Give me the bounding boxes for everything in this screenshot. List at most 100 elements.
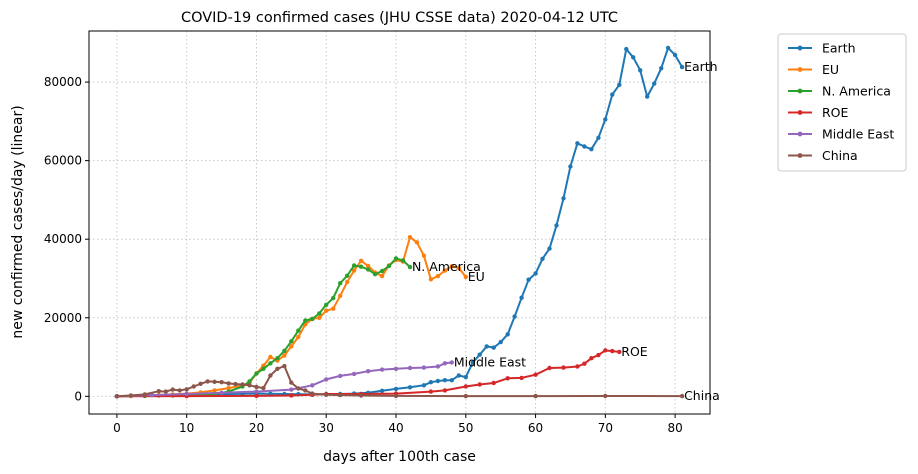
data-point-eu: [456, 265, 461, 271]
data-point-middle-east: [421, 365, 427, 370]
data-point-earth: [435, 378, 441, 384]
data-point-eu: [414, 240, 420, 245]
data-point-china: [212, 379, 217, 384]
data-point-earth: [652, 81, 657, 86]
data-point-earth: [456, 373, 461, 378]
data-point-middle-east: [351, 371, 357, 377]
x-tick-label: 80: [667, 421, 682, 435]
data-point-earth: [498, 339, 503, 345]
data-point-roe: [547, 365, 552, 371]
x-tick-label: 70: [598, 421, 613, 435]
data-point-earth: [470, 360, 475, 365]
data-point-china: [338, 392, 343, 398]
data-point-earth: [561, 196, 566, 201]
x-tick-label: 60: [528, 421, 543, 435]
data-point-middle-east: [379, 367, 385, 372]
data-point-china: [163, 389, 168, 394]
data-point-middle-east: [338, 373, 343, 379]
data-point-earth: [624, 46, 629, 52]
data-point-china: [393, 393, 399, 399]
data-point-china: [358, 393, 364, 398]
data-point-china: [128, 393, 134, 398]
legend-box: [777, 33, 907, 172]
data-point-n-america: [372, 272, 378, 277]
data-point-earth: [582, 144, 587, 149]
x-tick-label: 50: [458, 421, 473, 435]
x-tick-label: 10: [179, 421, 194, 435]
data-point-n-america: [345, 273, 350, 278]
data-point-middle-east: [324, 377, 329, 382]
data-point-earth: [484, 344, 489, 349]
data-point-eu: [282, 353, 287, 358]
data-point-earth: [428, 380, 434, 385]
data-point-china: [156, 389, 161, 394]
data-point-middle-east: [289, 387, 294, 392]
data-point-china: [226, 381, 231, 386]
legend-label-eu: EU: [822, 62, 839, 77]
data-point-china: [463, 393, 468, 399]
data-point-roe: [603, 348, 608, 353]
data-point-roe: [596, 352, 601, 358]
data-point-earth: [596, 135, 601, 140]
data-point-eu: [449, 264, 454, 269]
x-tick-label: 0: [113, 421, 121, 435]
data-point-roe: [442, 388, 448, 393]
data-point-n-america: [400, 258, 406, 263]
data-point-earth: [554, 223, 559, 228]
data-point-eu: [442, 268, 448, 273]
data-point-n-america: [247, 379, 252, 384]
data-point-n-america: [365, 267, 371, 272]
data-point-earth: [491, 345, 496, 350]
chart-title: COVID-19 confirmed cases (JHU CSSE data)…: [181, 10, 618, 26]
data-point-roe: [533, 372, 538, 377]
series-line-china: [116, 365, 683, 398]
end-label-earth: Earth: [684, 59, 718, 74]
data-point-roe: [582, 361, 587, 366]
data-point-china: [142, 392, 147, 397]
data-point-middle-east: [442, 361, 448, 366]
data-point-eu: [296, 334, 301, 340]
data-point-roe: [617, 349, 622, 355]
series-china: [114, 363, 685, 399]
data-point-roe: [463, 384, 468, 389]
data-point-roe: [254, 393, 259, 399]
legend-marker-earth: [797, 45, 803, 51]
y-axis-label: new confirmed cases/day (linear): [10, 105, 26, 338]
data-point-n-america: [331, 295, 336, 301]
data-point-roe: [610, 348, 615, 354]
data-point-china: [240, 382, 245, 387]
data-point-earth: [672, 52, 678, 58]
data-point-earth: [393, 386, 399, 392]
data-point-eu: [435, 273, 441, 279]
data-point-china: [219, 380, 224, 385]
legend-marker-roe: [797, 110, 803, 115]
y-tick-label: 40000: [44, 232, 82, 246]
data-point-middle-east: [407, 365, 413, 371]
data-point-n-america: [386, 263, 392, 269]
data-point-china: [114, 394, 120, 399]
data-point-eu: [379, 273, 385, 279]
axes-frame: [88, 30, 711, 415]
data-point-n-america: [317, 311, 322, 316]
x-tick-label: 30: [319, 421, 334, 435]
data-point-china: [177, 388, 182, 393]
end-label-eu: EU: [468, 269, 485, 284]
x-axis-label: days after 100th case: [323, 449, 476, 465]
data-point-n-america: [282, 348, 287, 353]
legend-label-n-america: N. America: [822, 84, 891, 99]
data-point-earth: [379, 388, 385, 393]
data-point-n-america: [268, 361, 273, 366]
data-point-eu: [324, 308, 329, 313]
data-point-earth: [449, 378, 454, 383]
data-point-earth: [477, 352, 482, 357]
end-label-n-america: N. America: [412, 259, 481, 274]
data-point-china: [247, 383, 252, 388]
data-point-eu: [331, 306, 336, 311]
data-point-earth: [617, 82, 622, 88]
data-point-earth: [442, 378, 448, 383]
data-point-middle-east: [365, 369, 371, 374]
end-label-middle-east: Middle East: [454, 355, 526, 370]
data-point-earth: [519, 295, 524, 300]
data-point-china: [233, 381, 238, 387]
